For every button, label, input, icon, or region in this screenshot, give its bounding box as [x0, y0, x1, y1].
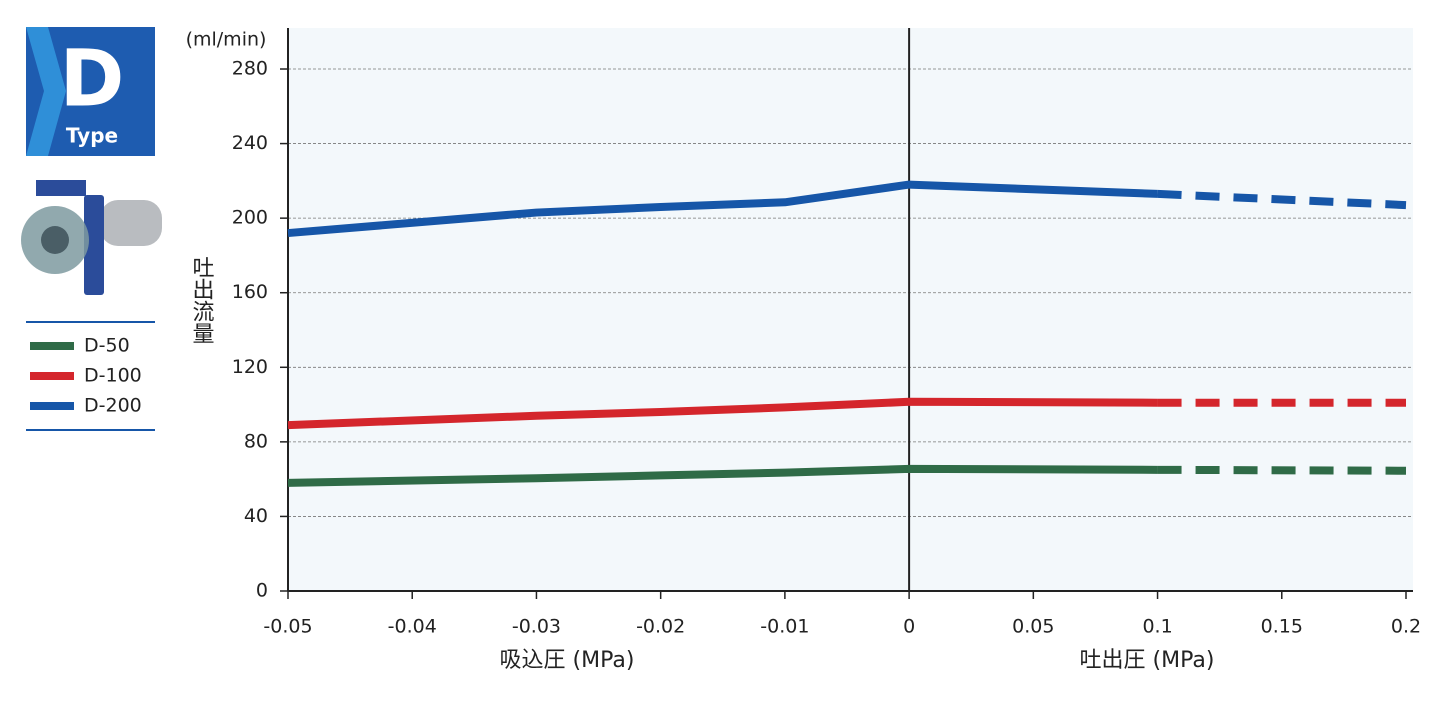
x-tick-label: -0.04 — [388, 616, 437, 638]
series-line — [287, 397, 1158, 430]
x-tick-label: 0.15 — [1261, 616, 1303, 638]
y-tick-label: 200 — [232, 207, 268, 229]
y-tick-label: 80 — [244, 430, 268, 452]
x-tick-label: 0.05 — [1012, 616, 1054, 638]
rotor — [41, 226, 69, 254]
y-tick-label: 40 — [244, 505, 268, 527]
pump-plate — [84, 195, 104, 295]
badge-label: Type — [66, 124, 118, 148]
series-line — [287, 464, 1158, 487]
y-tick-label: 0 — [256, 580, 268, 602]
x-axis-label-left: 吸込圧 (MPa) — [500, 648, 635, 673]
plot-bg — [288, 28, 1413, 591]
x-axis-label-right: 吐出圧 (MPa) — [1080, 648, 1215, 673]
y-tick-label: 120 — [232, 356, 268, 378]
y-tick-label: 280 — [232, 58, 268, 80]
legend-label: D-200 — [84, 395, 142, 417]
pump-image — [21, 180, 162, 295]
legend-label: D-50 — [84, 335, 130, 357]
x-tick-label: 0.1 — [1142, 616, 1172, 638]
x-tick-label: -0.03 — [512, 616, 561, 638]
y-tick-label: 160 — [232, 281, 268, 303]
x-tick-label: -0.02 — [636, 616, 685, 638]
y-axis-label: 吐出流量 — [189, 256, 215, 344]
pump-top — [36, 180, 86, 196]
y-unit: (ml/min) — [186, 29, 267, 51]
legend-label: D-100 — [84, 365, 142, 387]
motor — [100, 200, 162, 246]
x-tick-label: -0.01 — [760, 616, 809, 638]
series-line — [287, 180, 1158, 238]
series-line-dashed — [1157, 465, 1407, 475]
y-tick-label: 240 — [232, 132, 268, 154]
badge-chevron — [26, 27, 66, 156]
x-tick-label: -0.05 — [263, 616, 312, 638]
x-tick-label: 0 — [903, 616, 915, 638]
type-badge: D Type — [26, 27, 155, 156]
series-line-dashed — [1157, 189, 1407, 210]
badge-letter: D — [60, 34, 125, 124]
x-tick-label: 0.2 — [1391, 616, 1421, 638]
